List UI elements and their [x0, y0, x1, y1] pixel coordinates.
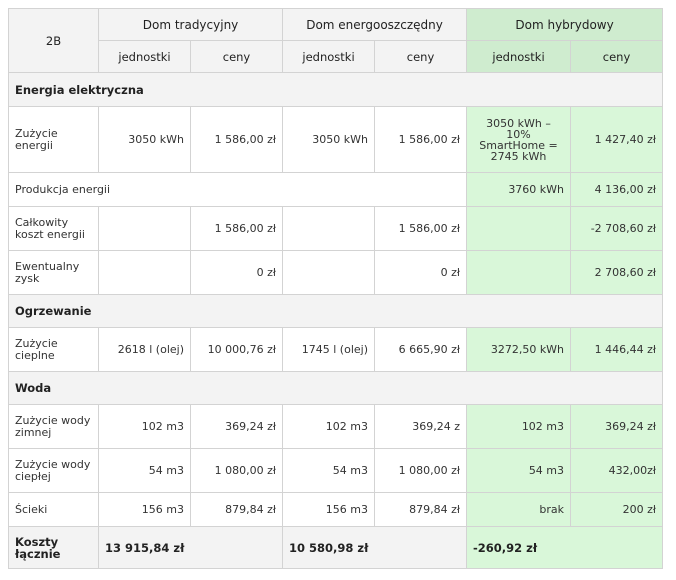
section-title-heating: Ogrzewanie — [7, 294, 664, 328]
cell-eco-units: 102 m3 — [282, 404, 376, 449]
cell-hyb-price: 432,00zł — [570, 448, 664, 493]
row-label-energy-production: Produkcja energii — [7, 172, 468, 207]
cell-hyb-price: 4 136,00 zł — [570, 172, 664, 207]
cell-hyb-price: -2 708,60 zł — [570, 206, 664, 251]
cell-eco-price: 879,84 zł — [374, 492, 468, 527]
row-label-cold-water: Zużycie wody zimnej — [8, 404, 99, 449]
section-title-water: Woda — [7, 371, 664, 405]
cell-hyb-units: 3050 kWh – 10% SmartHome = 2745 kWh — [466, 106, 572, 173]
table-row: Ścieki 156 m3 879,84 zł 156 m3 879,84 zł… — [8, 492, 664, 527]
row-label-energy-use: Zużycie energii — [8, 106, 99, 173]
cell-hyb-units: 102 m3 — [466, 404, 572, 449]
cell-hyb-price: 200 zł — [570, 492, 664, 527]
group-energy-saving: Dom energooszczędny — [282, 8, 468, 41]
row-label-profit: Ewentualny zysk — [8, 250, 99, 295]
cell-trad-units — [98, 250, 191, 295]
row-label-heat-use: Zużycie cieplne — [8, 327, 99, 372]
row-label-hot-water: Zużycie wody ciepłej — [8, 448, 99, 493]
cell-trad-units: 102 m3 — [98, 404, 191, 449]
cell-eco-price: 1 080,00 zł — [374, 448, 468, 493]
cell-eco-price: 0 zł — [374, 250, 468, 295]
table-row: Produkcja energii 3760 kWh 4 136,00 zł — [7, 172, 664, 207]
comparison-table-wrapper: 2B Dom tradycyjny Dom energooszczędny Do… — [7, 8, 664, 569]
cell-hyb-units — [466, 250, 572, 295]
cell-hyb-price: 2 708,60 zł — [570, 250, 664, 295]
group-hybrid: Dom hybrydowy — [466, 8, 664, 41]
cell-eco-price: 6 665,90 zł — [374, 327, 468, 372]
header-sub-row: jednostki ceny jednostki ceny jednostki … — [9, 40, 664, 73]
cell-hyb-price: 1 427,40 zł — [570, 106, 664, 173]
cell-hyb-price: 1 446,44 zł — [570, 327, 664, 372]
table-row: Zużycie wody ciepłej 54 m3 1 080,00 zł 5… — [8, 448, 664, 493]
totals-label: Koszty łącznie — [8, 526, 99, 569]
cell-hyb-units: brak — [466, 492, 572, 527]
row-label-total-energy: Całkowity koszt energii — [8, 206, 99, 251]
header-group-row: 2B Dom tradycyjny Dom energooszczędny Do… — [8, 8, 664, 73]
sub-header-eco-prices: ceny — [374, 40, 468, 73]
total-traditional: 13 915,84 zł — [97, 526, 284, 569]
cell-eco-units: 54 m3 — [282, 448, 376, 493]
cell-trad-units: 156 m3 — [98, 492, 191, 527]
corner-cell: 2B — [8, 8, 99, 73]
cell-hyb-units: 3760 kWh — [466, 172, 572, 207]
total-energy-saving: 10 580,98 zł — [282, 526, 468, 569]
cell-trad-price: 10 000,76 zł — [189, 327, 284, 372]
cell-trad-units: 54 m3 — [98, 448, 191, 493]
cell-eco-price: 1 586,00 zł — [374, 106, 468, 173]
cell-trad-units: 2618 l (olej) — [98, 327, 191, 372]
cell-hyb-units: 3272,50 kWh — [466, 327, 572, 372]
cell-eco-units — [282, 250, 376, 295]
totals-row: Koszty łącznie 13 915,84 zł 10 580,98 zł… — [8, 526, 664, 569]
cell-hyb-price: 369,24 zł — [570, 404, 664, 449]
cell-hyb-units — [466, 206, 572, 251]
section-title-electricity: Energia elektryczna — [7, 72, 664, 107]
row-label-sewage: Ścieki — [8, 492, 99, 527]
sub-header-trad-units: jednostki — [98, 40, 191, 73]
section-row-water: Woda — [7, 371, 664, 405]
cell-eco-units: 3050 kWh — [282, 106, 376, 173]
sub-header-hyb-prices: ceny — [570, 40, 664, 73]
section-row-heating: Ogrzewanie — [7, 294, 664, 328]
cell-eco-units: 1745 l (olej) — [282, 327, 376, 372]
cell-trad-units: 3050 kWh — [98, 106, 191, 173]
cell-trad-price: 1 080,00 zł — [189, 448, 284, 493]
group-traditional: Dom tradycyjny — [97, 8, 284, 41]
sub-header-trad-prices: ceny — [189, 40, 284, 73]
cell-trad-price: 1 586,00 zł — [189, 106, 284, 173]
table-row: Ewentualny zysk 0 zł 0 zł 2 708,60 zł — [8, 250, 664, 295]
table-row: Całkowity koszt energii 1 586,00 zł 1 58… — [8, 206, 664, 251]
cell-trad-price: 1 586,00 zł — [189, 206, 284, 251]
total-hybrid: -260,92 zł — [466, 526, 664, 569]
cell-eco-units: 156 m3 — [282, 492, 376, 527]
cell-eco-units — [282, 206, 376, 251]
sub-header-eco-units: jednostki — [282, 40, 376, 73]
section-row-electricity: Energia elektryczna — [7, 72, 664, 107]
cost-comparison-table: 2B Dom tradycyjny Dom energooszczędny Do… — [7, 8, 664, 569]
table-row: Zużycie wody zimnej 102 m3 369,24 zł 102… — [8, 404, 664, 449]
cell-hyb-units: 54 m3 — [466, 448, 572, 493]
cell-trad-price: 0 zł — [189, 250, 284, 295]
cell-trad-price: 879,84 zł — [189, 492, 284, 527]
sub-header-hyb-units: jednostki — [466, 40, 572, 73]
table-row: Zużycie energii 3050 kWh 1 586,00 zł 305… — [8, 106, 664, 173]
cell-trad-units — [98, 206, 191, 251]
cell-eco-price: 369,24 z — [374, 404, 468, 449]
cell-eco-price: 1 586,00 zł — [374, 206, 468, 251]
table-row: Zużycie cieplne 2618 l (olej) 10 000,76 … — [8, 327, 664, 372]
cell-trad-price: 369,24 zł — [189, 404, 284, 449]
